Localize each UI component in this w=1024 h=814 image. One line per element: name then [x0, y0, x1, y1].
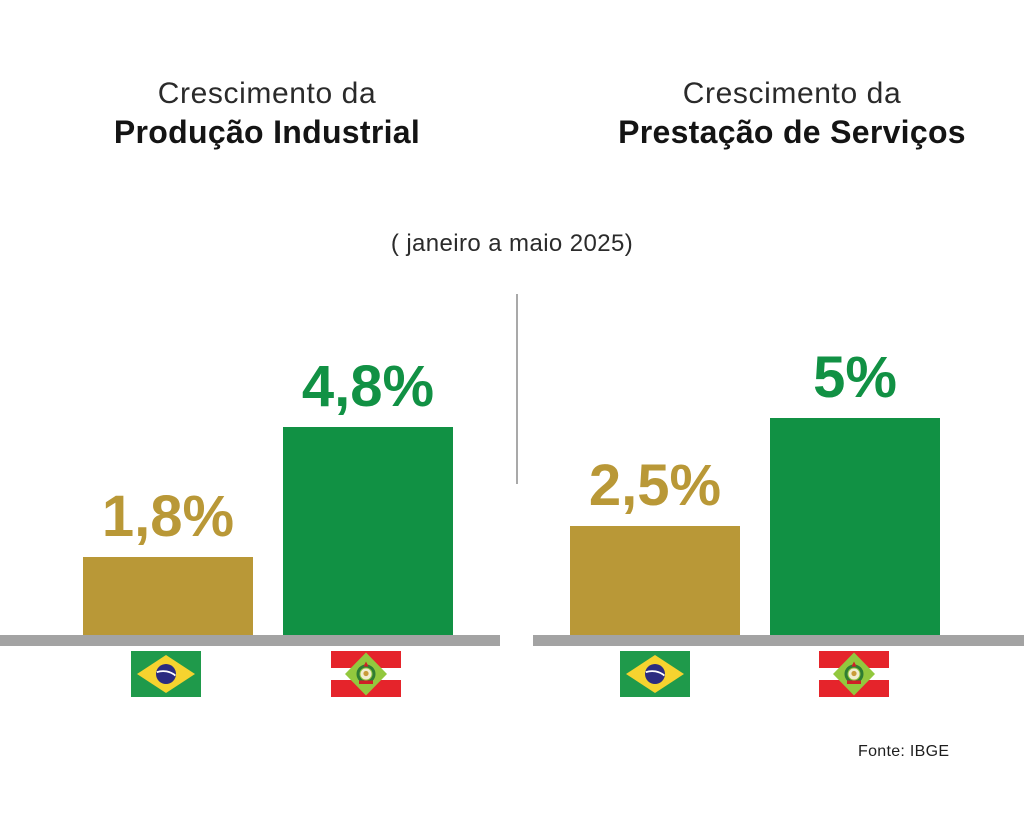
bar-group-industrial-santa-catarina: 4,8%	[283, 358, 453, 635]
right-chart-title-line1: Crescimento da	[682, 77, 902, 110]
value-label-industrial-santa-catarina: 4,8%	[301, 354, 435, 419]
left-chart-baseline	[0, 635, 500, 646]
value-label-servicos-santa-catarina: 5%	[813, 345, 897, 410]
left-chart-title-line1: Crescimento da	[157, 77, 377, 110]
right-chart-title-line2: Prestação de Serviços	[618, 114, 966, 150]
left-chart-title-line2: Produção Industrial	[113, 114, 421, 150]
santa-catarina-flag-icon	[819, 651, 889, 697]
brazil-flag-icon	[620, 651, 690, 697]
brazil-flag-icon	[131, 651, 201, 697]
santa-catarina-flag-icon	[331, 651, 401, 697]
left-chart-title: Crescimento da Produção Industrial	[52, 76, 482, 151]
source-credit: Fonte: IBGE	[858, 743, 950, 760]
bar-servicos-santa-catarina	[770, 418, 940, 635]
value-label-servicos-brasil: 2,5%	[588, 453, 722, 518]
period-subtitle: ( janeiro a maio 2025)	[390, 230, 634, 257]
bar-group-industrial-brasil: 1,8%	[83, 488, 253, 635]
right-chart-baseline	[533, 635, 1024, 646]
bar-group-servicos-brasil: 2,5%	[570, 457, 740, 635]
bar-servicos-brasil	[570, 526, 740, 635]
right-chart-title: Crescimento da Prestação de Serviços	[577, 76, 1007, 151]
bar-group-servicos-santa-catarina: 5%	[770, 349, 940, 635]
bar-industrial-brasil	[83, 557, 253, 635]
value-label-industrial-brasil: 1,8%	[101, 484, 235, 549]
bar-industrial-santa-catarina	[283, 427, 453, 635]
chart-divider-line	[516, 294, 518, 484]
